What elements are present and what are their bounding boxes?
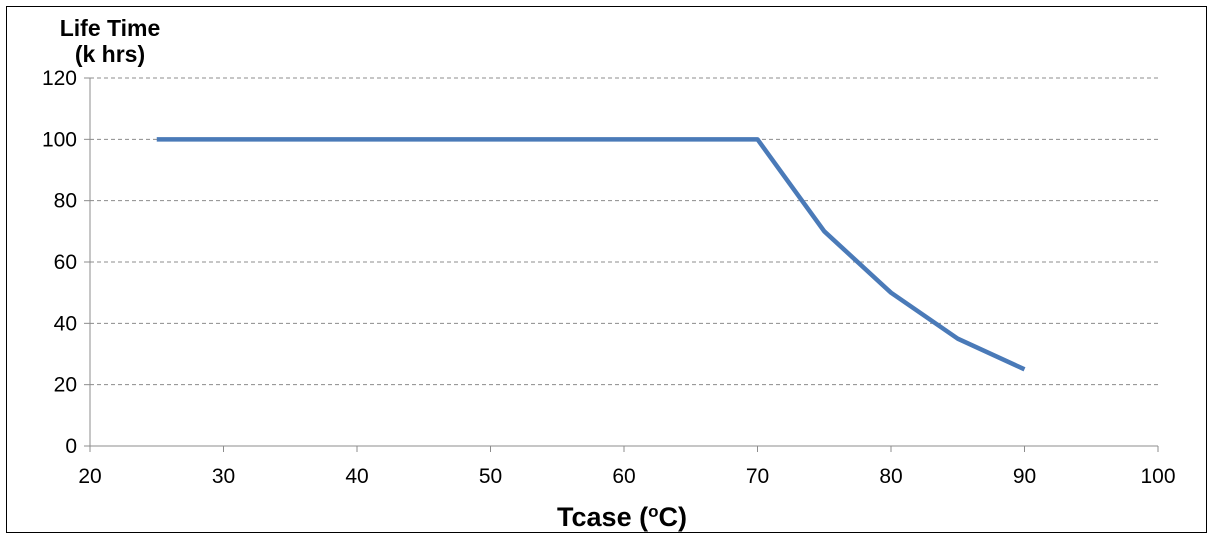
y-tick-label-0: 0 bbox=[65, 435, 77, 458]
chart-frame bbox=[6, 6, 1207, 533]
axes bbox=[84, 77, 1159, 452]
x-axis-title: Tcase (oC) bbox=[557, 502, 687, 532]
x-tick-label-90: 90 bbox=[1013, 465, 1036, 488]
y-axis-title-line2: (k hrs) bbox=[75, 41, 145, 67]
x-tick-label-40: 40 bbox=[345, 465, 368, 488]
x-tick-label-70: 70 bbox=[746, 465, 769, 488]
y-tick-label-20: 20 bbox=[54, 374, 77, 397]
y-tick-label-120: 120 bbox=[42, 67, 77, 90]
x-tick-label-60: 60 bbox=[612, 465, 635, 488]
x-tick-label-80: 80 bbox=[879, 465, 902, 488]
y-tick-label-60: 60 bbox=[54, 251, 77, 274]
x-tick-label-50: 50 bbox=[479, 465, 502, 488]
y-tick-label-80: 80 bbox=[54, 190, 77, 213]
y-tick-label-40: 40 bbox=[54, 312, 77, 335]
series-layer bbox=[156, 137, 1026, 372]
gridlines bbox=[90, 77, 1158, 386]
series-line-0 bbox=[156, 137, 1026, 372]
x-axis-title-main: Tcase ( bbox=[557, 502, 648, 532]
x-axis-title-superscript: o bbox=[648, 502, 658, 521]
x-axis-title-end: C) bbox=[658, 502, 687, 532]
x-tick-label-30: 30 bbox=[212, 465, 235, 488]
y-tick-label-100: 100 bbox=[42, 128, 77, 151]
x-tick-label-20: 20 bbox=[78, 465, 101, 488]
y-axis-title-line1: Life Time bbox=[60, 15, 161, 41]
x-tick-label-100: 100 bbox=[1140, 465, 1175, 488]
